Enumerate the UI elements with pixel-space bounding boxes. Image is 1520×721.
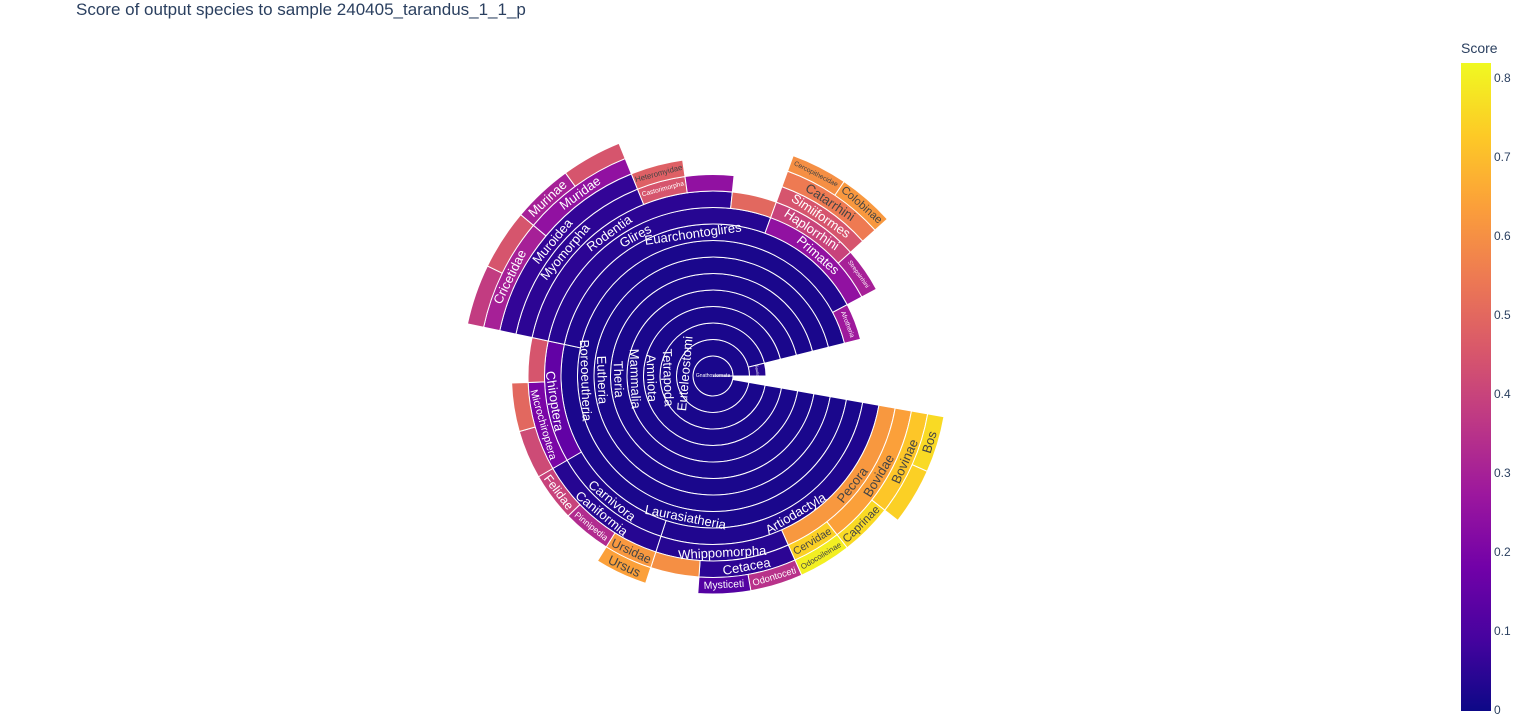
- sector-label: Sauria: [754, 365, 760, 378]
- colorbar-tick: 0.8: [1494, 70, 1511, 85]
- colorbar-tick: 0.3: [1494, 465, 1511, 480]
- sector-label: Euteleostomi: [674, 335, 696, 411]
- sunburst-sector[interactable]: [834, 180, 888, 231]
- sunburst-sector[interactable]: [693, 356, 733, 396]
- colorbar-tick: 0.4: [1494, 386, 1511, 401]
- sector-label: Mammalia: [627, 348, 644, 409]
- colorbar-tick: 0.5: [1494, 307, 1511, 322]
- sector-label: Amniota: [643, 354, 660, 403]
- colorbar-tick: 0.6: [1494, 228, 1511, 243]
- sunburst-sector[interactable]: [684, 174, 735, 194]
- sector-label: Theria: [611, 361, 627, 399]
- colorbar: [1461, 63, 1491, 711]
- sector-label: Tetrapoda: [660, 348, 677, 407]
- sunburst-sector[interactable]: [831, 303, 862, 344]
- sector-label: Whippomorpha: [678, 543, 768, 563]
- sector-label: Eutheria: [594, 355, 611, 405]
- colorbar-tick: 0: [1494, 703, 1501, 717]
- colorbar-tick: 0.2: [1494, 544, 1511, 559]
- sector-label: Boreoeutheria: [577, 339, 595, 422]
- sunburst-sector[interactable]: [837, 251, 878, 298]
- sector-label: Mysticeti: [704, 579, 745, 592]
- colorbar-title: Score: [1461, 40, 1498, 56]
- chart-title: Score of output species to sample 240405…: [76, 0, 526, 19]
- sunburst-sector[interactable]: [747, 362, 767, 377]
- colorbar-tick: 0.1: [1494, 623, 1511, 638]
- sunburst-sector[interactable]: [564, 142, 626, 187]
- sector-label: Gnathostomata: [696, 373, 730, 379]
- colorbar-gradient: [1461, 63, 1491, 711]
- sunburst-sector[interactable]: [511, 381, 536, 433]
- sector-label: Bos: [919, 429, 940, 455]
- colorbar-tick: 0.7: [1494, 149, 1511, 164]
